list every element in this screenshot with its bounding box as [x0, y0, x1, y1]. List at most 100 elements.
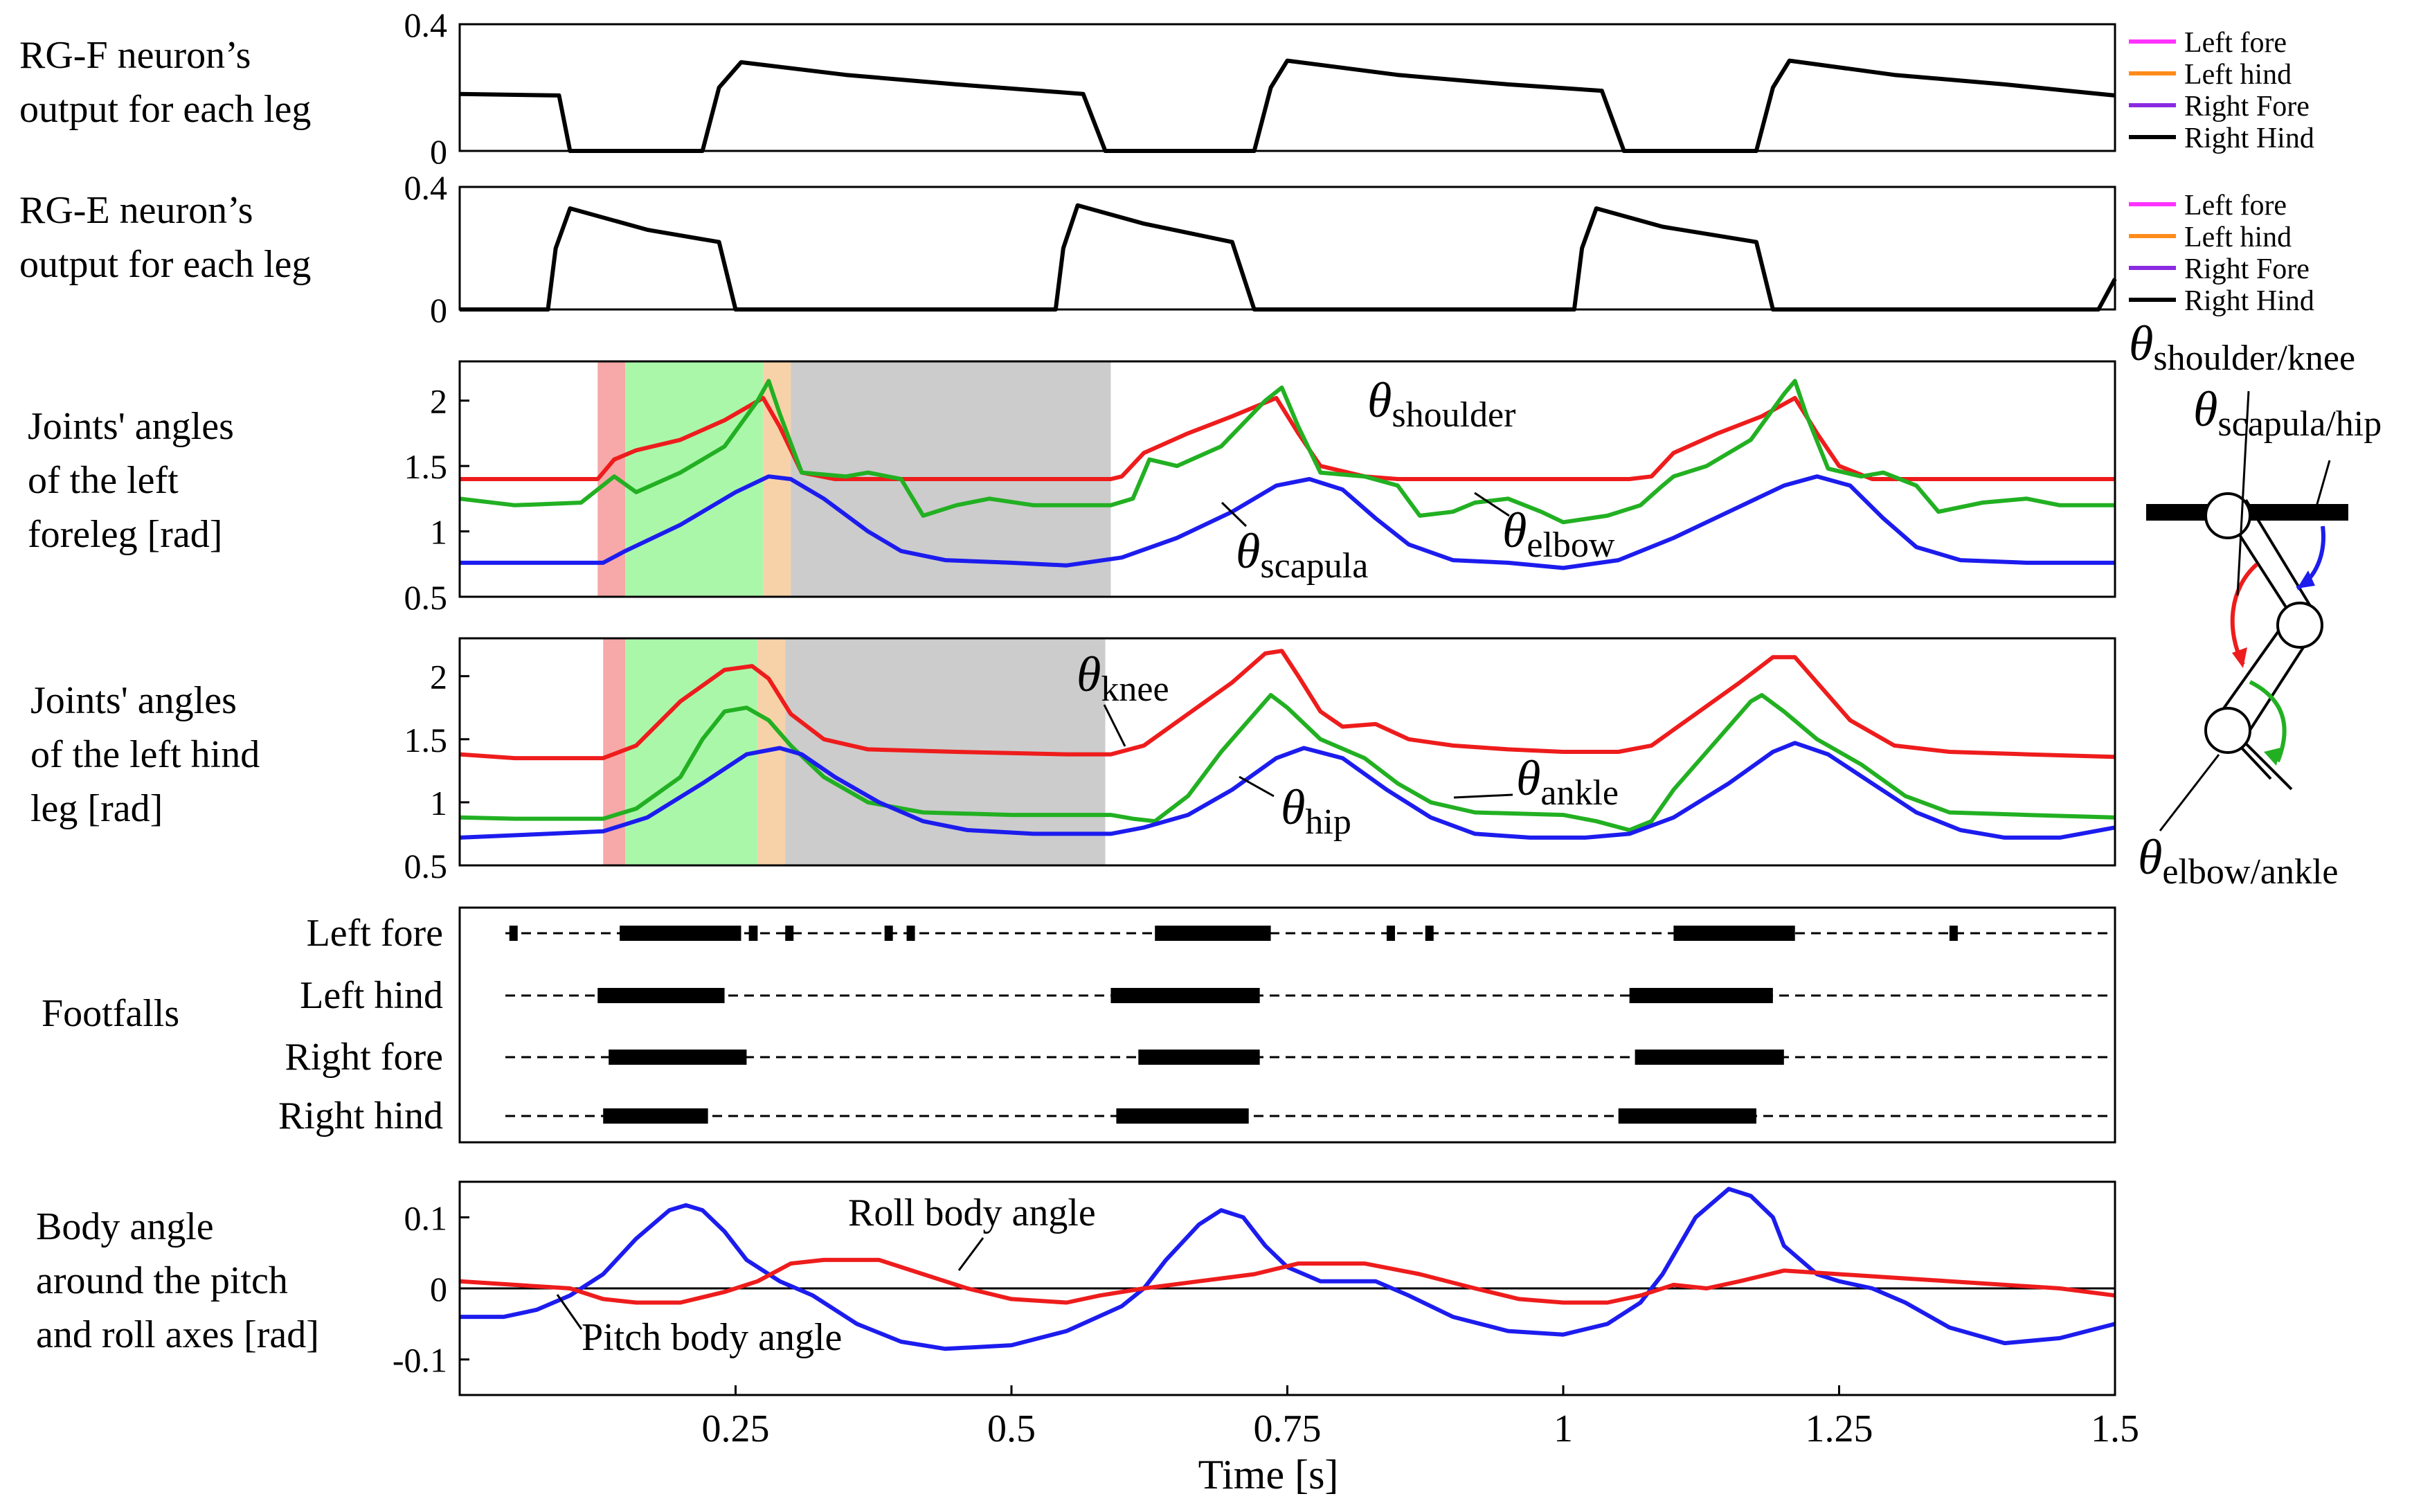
lower-limb-right — [2242, 632, 2314, 742]
footfall-bar — [509, 926, 518, 941]
x-axis-title: Time [s] — [1198, 1452, 1339, 1497]
foot-segment-bottom — [2242, 739, 2293, 791]
xtick-label: 0.75 — [1254, 1407, 1322, 1450]
fore-frame — [458, 360, 2116, 598]
fore-ytick-label: 1.5 — [404, 447, 448, 486]
fore-label: of the left — [28, 459, 179, 502]
roll-leader — [957, 1237, 984, 1271]
hind-ytick-label: 1.5 — [404, 721, 448, 759]
footfall-row-label: Left fore — [307, 912, 443, 955]
footfall-bar — [1949, 926, 1958, 941]
footfall-bar — [1116, 1108, 1249, 1124]
footfall-bar — [906, 926, 915, 941]
body-label: Body angle — [36, 1205, 214, 1248]
diagram-elbow-ankle-label-subscript: elbow/ankle — [2162, 852, 2338, 892]
upper-limb-right — [2244, 498, 2314, 611]
legend-label: Right Hind — [2184, 285, 2314, 317]
footfall-row-label: Left hind — [300, 974, 443, 1017]
joint-shoulder — [2204, 492, 2251, 539]
footfall-bar — [884, 926, 893, 941]
diagram-elbow-ankle-label: θelbow/ankle — [2138, 829, 2339, 892]
scapula-annotation: θscapula — [1236, 523, 1368, 586]
elbow-annotation: θelbow — [1502, 503, 1615, 565]
legend-label: Left fore — [2184, 190, 2287, 222]
footfall-bar — [1155, 926, 1271, 941]
body-ytick-label: 0 — [430, 1270, 447, 1308]
scapula-hip-leader — [2314, 460, 2331, 510]
fore-label: Joints' angles — [28, 405, 234, 448]
diagram-scapula-hip-label-subscript: scapula/hip — [2217, 404, 2382, 444]
hind-series-hip — [459, 741, 2116, 840]
scapula-annotation-theta: θ — [1236, 523, 1260, 579]
footfall-bar — [1110, 988, 1260, 1003]
footfall-bar — [609, 1050, 747, 1065]
diagram-shoulder-knee-label-theta: θ — [2129, 316, 2153, 371]
fore-shaded-region — [625, 361, 764, 597]
rgf-label: RG-F neuron’s — [19, 34, 251, 77]
fore-series-shoulder — [460, 395, 2115, 481]
rgf-ytick-label: 0 — [430, 132, 447, 171]
footfall-bar — [1673, 926, 1795, 941]
foot-frame — [458, 906, 2116, 1144]
legend-label: Right Hind — [2184, 123, 2314, 154]
legend-label: Left fore — [2184, 27, 2287, 59]
hind-label: Joints' angles — [30, 679, 237, 722]
ankle-annotation-theta: θ — [1516, 750, 1540, 806]
xtick-label: 0.5 — [987, 1407, 1036, 1450]
footfall-bar — [1425, 926, 1434, 941]
hind-plot — [459, 649, 2116, 840]
pitch-leader — [556, 1294, 583, 1330]
ankle-annotation-subscript: ankle — [1540, 773, 1619, 813]
rge-series-right-hind — [460, 203, 2117, 312]
hind-ytick-label: 0.5 — [404, 847, 448, 885]
xtick-label: 1 — [1554, 1407, 1573, 1450]
legend-label: Right Fore — [2184, 253, 2310, 285]
fore-label: foreleg [rad] — [28, 513, 222, 556]
hip-annotation: θhip — [1281, 780, 1351, 842]
body-ytick-label: -0.1 — [393, 1341, 447, 1380]
hind-shaded-region — [625, 638, 758, 865]
shoulder-annotation: θshoulder — [1367, 372, 1515, 435]
hind-ytick-label: 2 — [430, 658, 447, 696]
hind-series-ankle — [459, 693, 2116, 832]
legend-label: Right Fore — [2184, 91, 2310, 123]
footfall-bar — [1629, 988, 1773, 1003]
fore-series-scapula — [460, 474, 2115, 570]
fore-ytick-label: 0.5 — [404, 578, 448, 617]
footfall-bar — [1386, 926, 1395, 941]
body-plot — [459, 1187, 2116, 1351]
footfall-bar — [597, 988, 725, 1003]
joint-elbow — [2204, 707, 2251, 754]
hip-leader — [1239, 775, 1275, 798]
body-label: and roll axes [rad] — [36, 1313, 319, 1356]
legend-label: Left hind — [2184, 59, 2292, 91]
fore-series-elbow — [459, 379, 2115, 525]
rge-ytick-label: 0.4 — [404, 168, 448, 207]
blue-arrowhead — [2297, 570, 2315, 588]
shoulder-annotation-theta: θ — [1367, 372, 1392, 428]
footfall-bar — [1618, 1108, 1756, 1124]
hip-annotation-subscript: hip — [1305, 802, 1351, 842]
footfall-bar — [603, 1108, 708, 1124]
hind-frame — [458, 637, 2116, 867]
fore-plot — [459, 379, 2115, 570]
rge-frame — [458, 186, 2116, 311]
rge-label: output for each leg — [19, 243, 311, 286]
rgf-series-right-hind — [459, 58, 2116, 153]
hind-label: of the left hind — [30, 733, 260, 776]
footfall-bar — [1635, 1050, 1784, 1065]
ankle-annotation: θankle — [1516, 750, 1619, 813]
foot-label: Footfalls — [42, 992, 179, 1035]
legend-label: Left hind — [2184, 222, 2292, 253]
body-ytick-label: 0.1 — [404, 1198, 448, 1237]
shoulder-annotation-subscript: shoulder — [1392, 395, 1515, 435]
elbow-annotation-subscript: elbow — [1527, 525, 1615, 565]
knee-annotation-theta: θ — [1077, 647, 1101, 702]
diagram-scapula-hip-label: θscapula/hip — [2193, 381, 2382, 444]
knee-annotation: θknee — [1077, 647, 1169, 709]
joint-knee — [2276, 602, 2323, 649]
scapula-leader — [1221, 501, 1248, 528]
footfall-bar — [785, 926, 794, 941]
shoulder-leader — [2236, 390, 2250, 596]
footfall-bar — [1138, 1050, 1260, 1065]
